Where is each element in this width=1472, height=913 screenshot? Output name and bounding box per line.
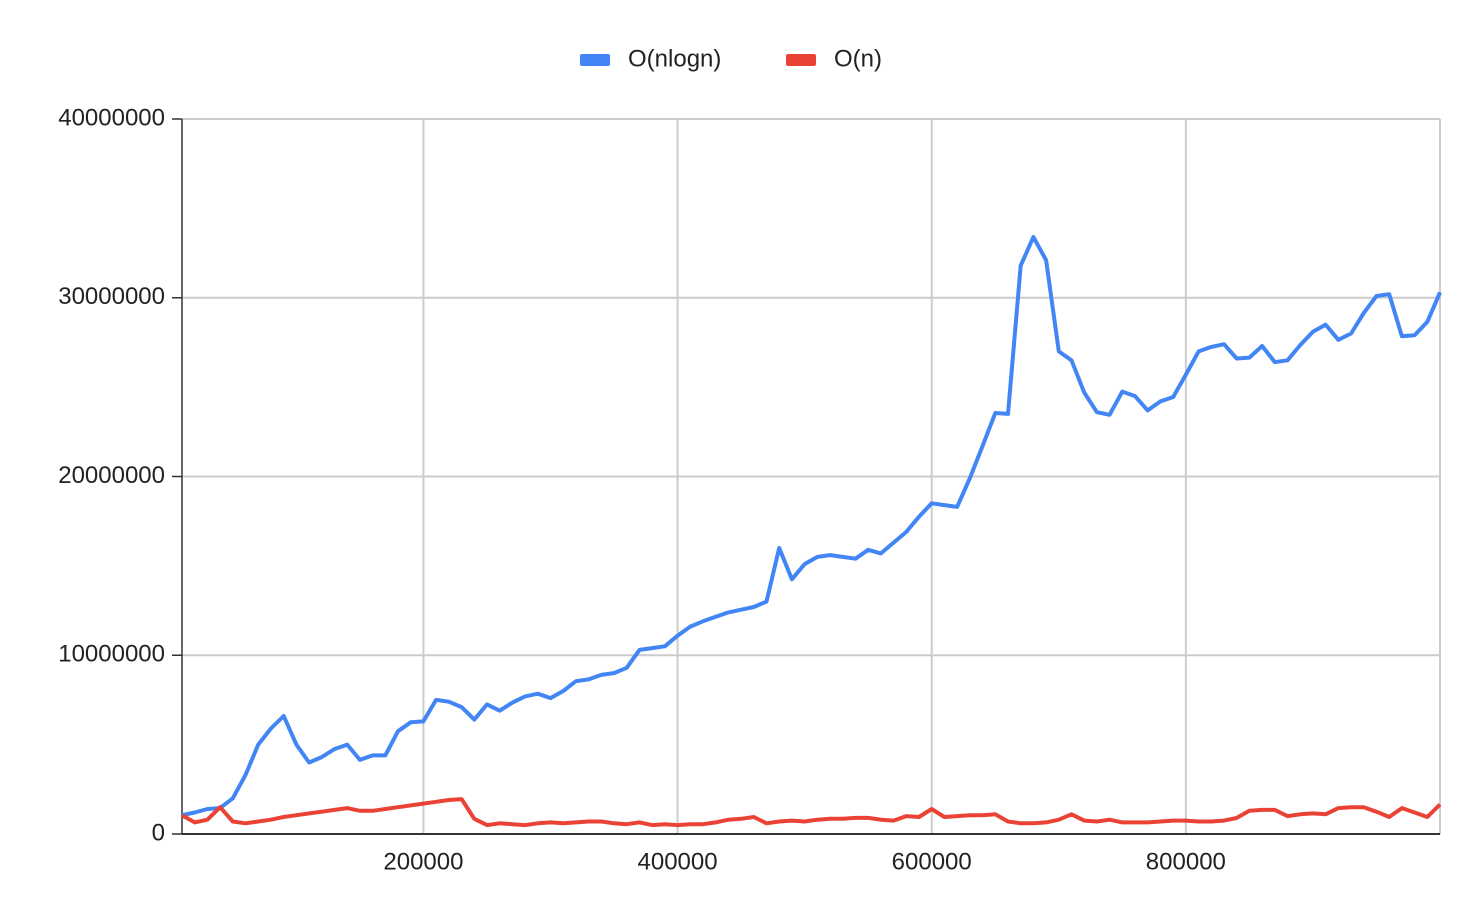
legend-label: O(n) [834,45,882,72]
y-tick-label: 40000000 [58,104,165,131]
legend-swatch [580,54,610,66]
y-tick-label: 30000000 [58,283,165,310]
y-tick-label: 20000000 [58,462,165,489]
y-tick-label: 0 [152,819,165,846]
x-tick-label: 600000 [892,848,972,875]
legend-label: O(nlogn) [628,45,721,72]
x-tick-label: 200000 [383,848,463,875]
legend-swatch [786,54,816,66]
series-line [181,235,1442,818]
x-tick-label: 800000 [1146,848,1226,875]
series-line [181,797,1442,828]
y-tick-label: 10000000 [58,641,165,668]
x-tick-label: 400000 [638,848,718,875]
